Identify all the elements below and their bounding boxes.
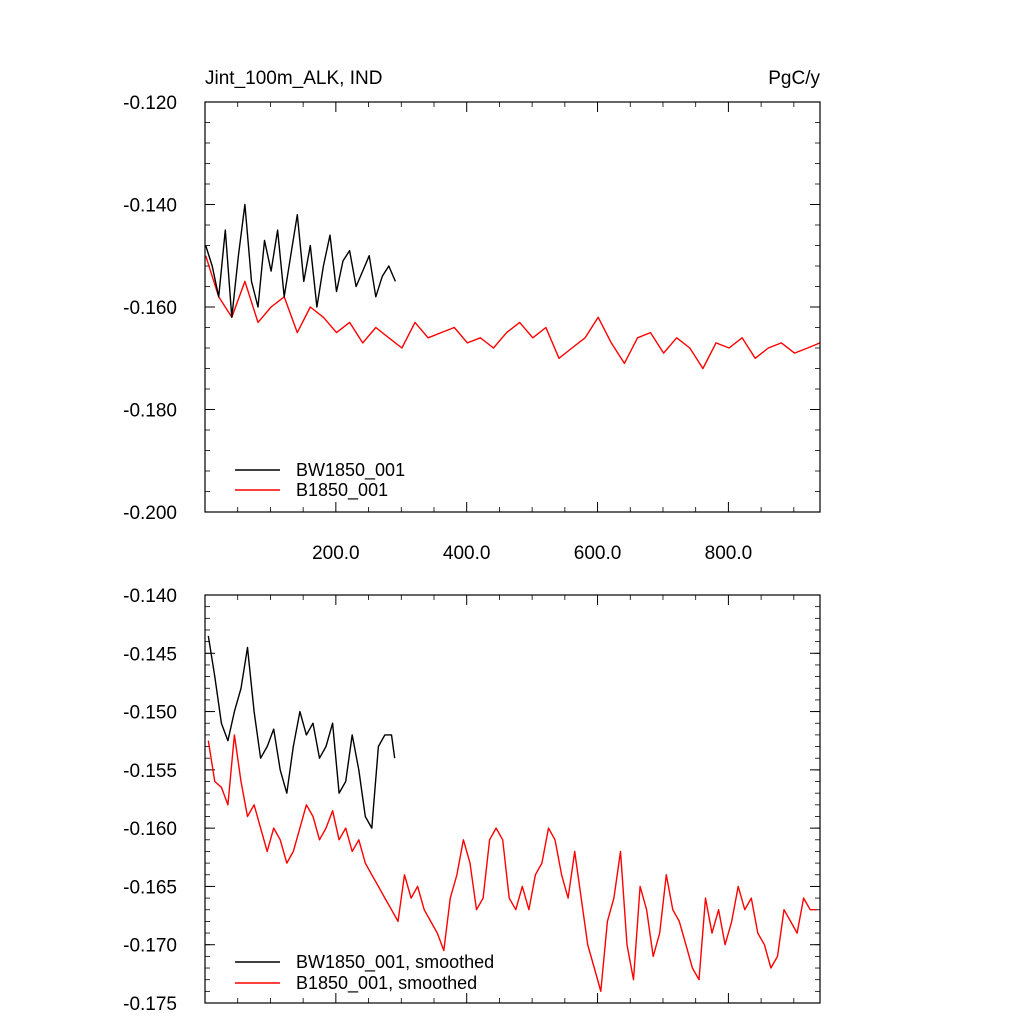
- bottom-ytick-label: -0.160: [123, 819, 177, 840]
- top-xtick-label: 400.0: [443, 543, 491, 564]
- bottom-legend-label-a: BW1850_001, smoothed: [296, 952, 494, 973]
- bottom-legend: BW1850_001, smoothed B1850_001, smoothed: [235, 952, 494, 994]
- top-series-line-red: [205, 255, 821, 370]
- top-legend-label-a: BW1850_001: [296, 460, 405, 481]
- top-series-line-black: [205, 203, 397, 318]
- bottom-series-line-black: [207, 635, 396, 829]
- top-ytick-label: -0.160: [123, 298, 177, 319]
- top-legend: BW1850_001 B1850_001: [235, 460, 405, 501]
- top-series-layer: [205, 203, 821, 370]
- top-plot-frame: [204, 101, 821, 513]
- top-xtick-label: 600.0: [574, 543, 622, 564]
- bottom-ytick-label: -0.170: [123, 936, 177, 957]
- top-ytick-label: -0.140: [123, 196, 177, 217]
- top-chart-units: PgC/y: [768, 68, 820, 89]
- bottom-plot-frame: [204, 594, 821, 1004]
- bottom-ytick-label: -0.155: [123, 761, 177, 782]
- bottom-panel: -0.175 -0.170 -0.165 -0.160 -0.155 -0.150 -0.1…: [123, 586, 821, 1015]
- top-panel: Jint_100m_ALK, IND PgC/y -0.200 -0.180 -0.…: [123, 68, 821, 564]
- top-legend-label-b: B1850_001: [296, 480, 388, 501]
- top-xtick-label: 200.0: [312, 543, 360, 564]
- bottom-ytick-label: -0.150: [123, 703, 177, 724]
- bottom-ytick-label: -0.165: [123, 877, 177, 898]
- top-ytick-label: -0.200: [123, 503, 177, 524]
- bottom-ytick-label: -0.175: [123, 994, 177, 1015]
- top-ytick-label: -0.180: [123, 401, 177, 422]
- top-xtick-label: 800.0: [705, 543, 753, 564]
- bottom-ytick-label: -0.145: [123, 644, 177, 665]
- top-ytick-label: -0.120: [123, 93, 177, 114]
- bottom-ticks: -0.175 -0.170 -0.165 -0.160 -0.155 -0.150 -0.1…: [123, 586, 820, 1015]
- bottom-series-line-red: [207, 734, 817, 992]
- bottom-series-layer: [207, 635, 817, 992]
- bottom-legend-label-b: B1850_001, smoothed: [296, 973, 477, 994]
- top-chart-title: Jint_100m_ALK, IND: [205, 68, 382, 89]
- bottom-ytick-label: -0.140: [123, 586, 177, 607]
